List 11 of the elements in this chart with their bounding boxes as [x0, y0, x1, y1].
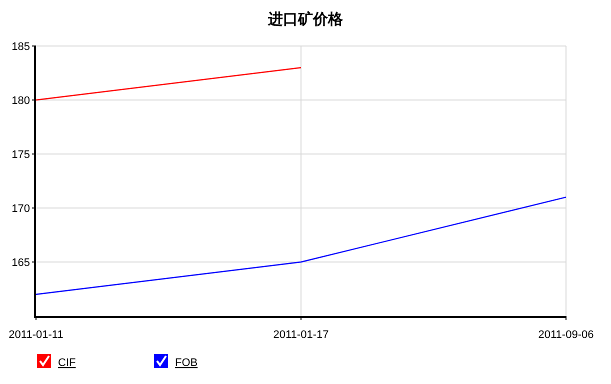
x-tick-label: 2011-01-11	[8, 329, 64, 341]
y-tick-label: 170	[12, 203, 30, 215]
legend-label: FOB	[175, 357, 198, 369]
y-tick-label: 175	[12, 149, 30, 161]
y-tick-label: 180	[12, 95, 30, 107]
y-tick-label: 165	[12, 257, 30, 269]
chart-title: 进口矿价格	[267, 10, 344, 28]
x-tick-label: 2011-09-06	[538, 329, 594, 341]
legend-label: CIF	[58, 357, 76, 369]
x-tick-label: 2011-01-17	[273, 329, 329, 341]
y-tick-label: 185	[12, 41, 30, 53]
